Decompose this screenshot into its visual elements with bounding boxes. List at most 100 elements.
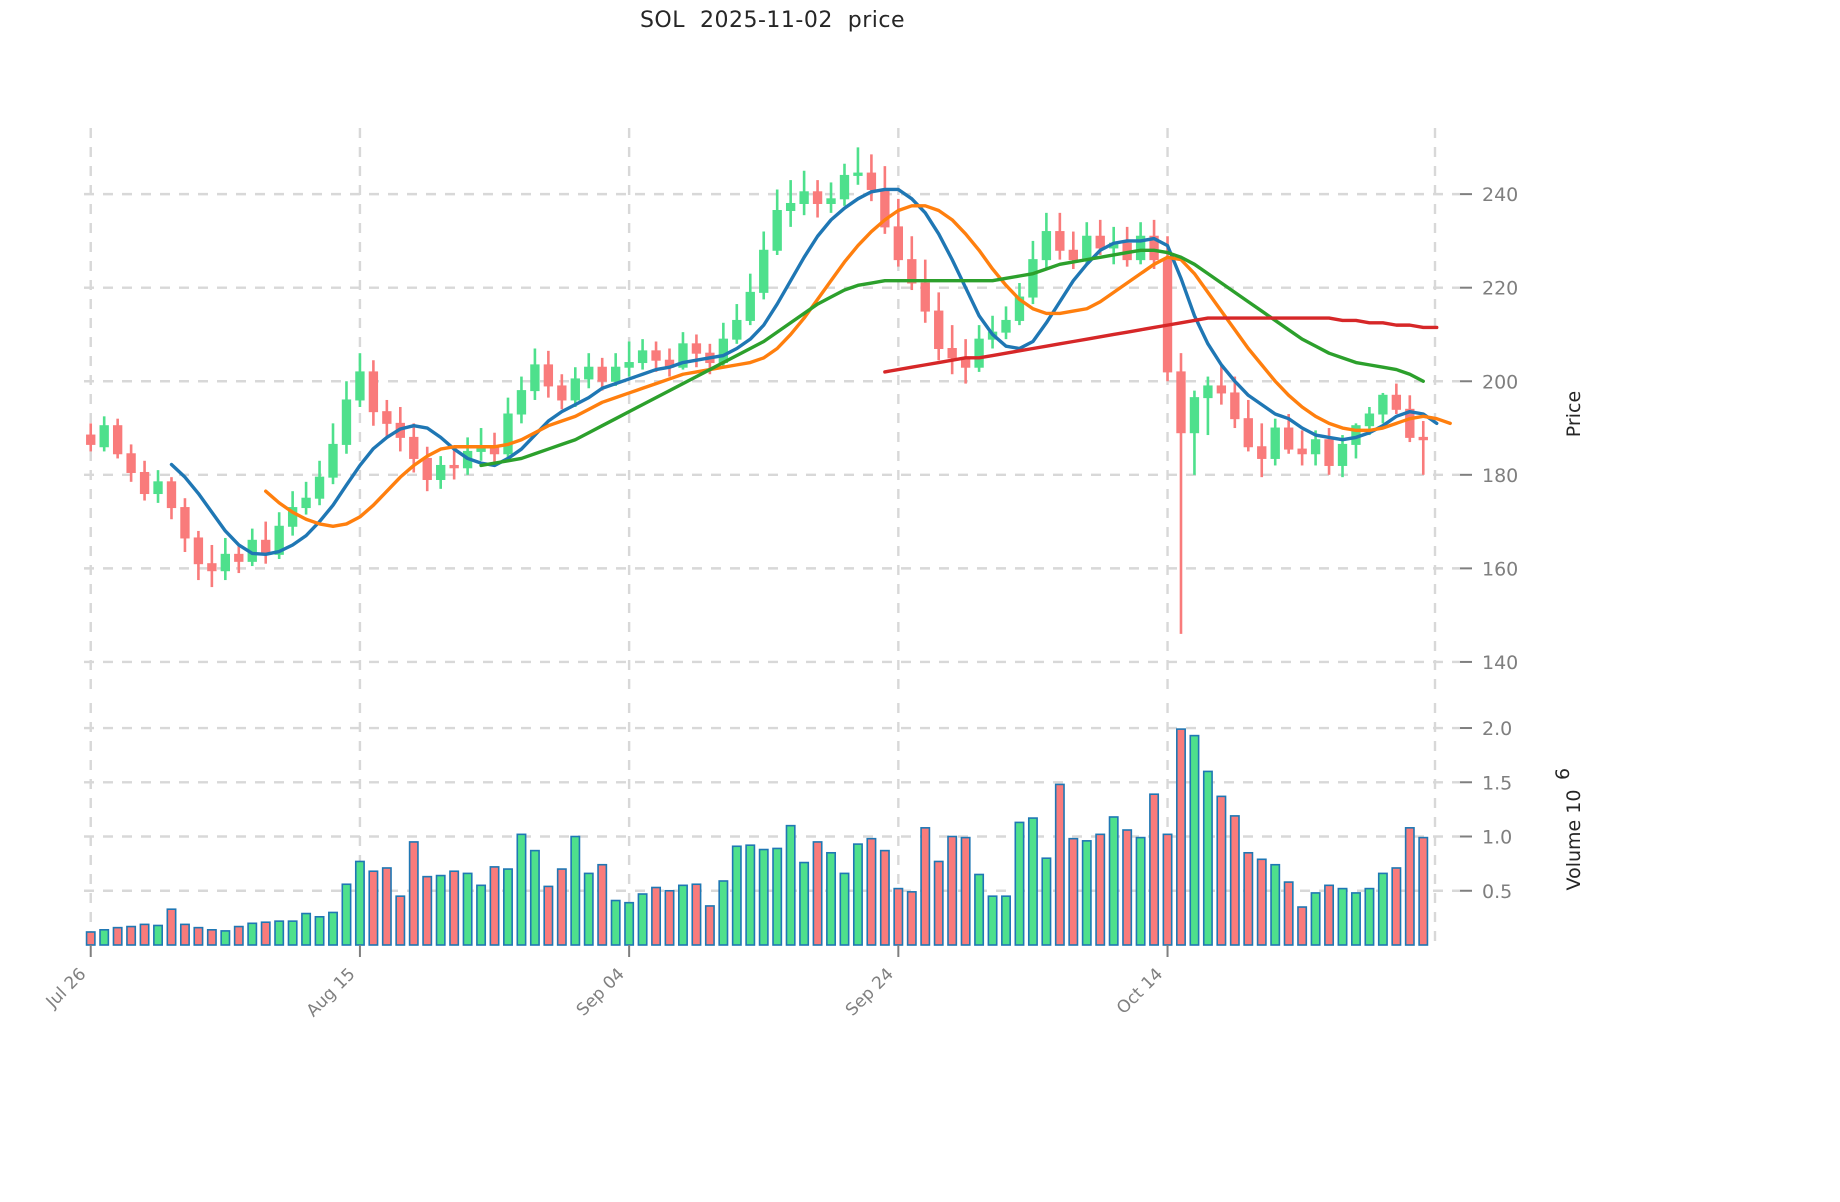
candle-body: [1176, 371, 1186, 434]
ma-line-1: [264, 204, 1452, 528]
candle-body: [785, 202, 796, 212]
volume-bar: [1324, 884, 1335, 946]
candle-body: [570, 378, 580, 401]
volume-bar: [1027, 817, 1038, 946]
volume-bar: [422, 875, 433, 946]
price-tick-label: 140: [1482, 652, 1518, 674]
volume-bar: [193, 926, 204, 946]
volume-bar: [1216, 795, 1227, 946]
candle-body: [974, 338, 984, 368]
volume-bar: [1149, 793, 1160, 946]
candle-body: [1405, 408, 1415, 438]
candle-body: [543, 364, 554, 387]
volume-bar: [166, 908, 177, 946]
candle-body: [1391, 394, 1402, 410]
volume-bar: [947, 835, 958, 946]
candle-body: [409, 436, 419, 459]
volume-bar: [704, 905, 715, 946]
candle-body: [1068, 249, 1078, 261]
price-tick-label: 220: [1482, 278, 1518, 300]
svg-text:6: 6: [1552, 768, 1574, 780]
volume-bar: [516, 833, 527, 946]
volume-bar: [1256, 858, 1267, 946]
volume-bar: [852, 843, 863, 946]
volume-tick-label: 1.0: [1482, 827, 1512, 849]
volume-tick-label: 1.5: [1482, 772, 1512, 794]
candle-body: [516, 390, 527, 415]
volume-bar: [1122, 829, 1133, 946]
volume-bar: [1189, 734, 1200, 946]
volume-bar: [1014, 821, 1025, 946]
candle-body: [597, 366, 607, 382]
candle-body: [355, 371, 365, 401]
svg-text:Volume 10: Volume 10: [1563, 790, 1585, 891]
volume-panel: [85, 728, 1429, 946]
volume-bar: [85, 931, 96, 946]
candle-body: [126, 453, 136, 473]
candle-body: [691, 343, 702, 354]
volume-bar: [1377, 872, 1388, 946]
volume-bar: [1108, 816, 1119, 946]
candle-body: [947, 348, 957, 359]
volume-bar: [1297, 906, 1308, 946]
volume-bar: [1202, 770, 1213, 946]
volume-bar: [247, 922, 258, 946]
volume-bar: [449, 870, 460, 946]
candle-body: [1001, 319, 1011, 333]
volume-bar: [1364, 887, 1375, 946]
candle-body: [1216, 385, 1227, 394]
candle-body: [328, 443, 338, 478]
candle-body: [853, 172, 863, 176]
candle-body: [1257, 446, 1267, 459]
volume-bar: [960, 836, 971, 946]
volume-bar: [1337, 887, 1348, 946]
price-tick-label: 240: [1482, 184, 1518, 206]
candle-body: [651, 350, 661, 361]
candle-body: [1324, 439, 1334, 466]
volume-bar: [1041, 857, 1052, 946]
candle-body: [584, 366, 594, 380]
candle-body: [139, 471, 150, 495]
volume-bar: [597, 863, 608, 946]
volume-bar: [112, 926, 123, 946]
candle-body: [436, 464, 446, 480]
candle-body: [1055, 231, 1065, 251]
volume-bar: [799, 861, 810, 946]
chart-title: SOL 2025-11-02 price: [639, 8, 906, 33]
volume-bar: [1162, 833, 1173, 946]
candle-body: [1028, 259, 1038, 298]
price-tick-label: 180: [1482, 465, 1518, 487]
volume-bar: [314, 915, 325, 946]
candle-body: [1189, 397, 1200, 434]
volume-bar: [529, 849, 540, 946]
candle-body: [99, 425, 109, 448]
candle-body: [287, 507, 298, 527]
volume-bar: [610, 899, 621, 946]
volume-bar: [1310, 892, 1321, 946]
price-tick-label: 200: [1482, 371, 1518, 393]
volume-bar: [785, 824, 796, 946]
volume-bar: [745, 844, 756, 946]
candle-body: [1337, 443, 1348, 466]
volume-bar: [624, 901, 635, 946]
candle-body: [301, 497, 311, 509]
x-tick-label: Sep 04: [573, 964, 629, 1020]
volume-bar: [731, 845, 742, 946]
candle-body: [799, 191, 809, 204]
volume-bar: [1283, 881, 1294, 946]
volume-bar: [987, 895, 998, 946]
candle-body: [1270, 427, 1280, 459]
volume-bar: [381, 867, 392, 946]
candle-body: [234, 553, 244, 562]
volume-bar: [408, 841, 419, 946]
volume-tick-label: 2.0: [1482, 718, 1512, 740]
volume-bar: [974, 873, 985, 946]
candle-body: [220, 553, 231, 572]
volume-bar: [233, 925, 244, 946]
volume-bar: [543, 885, 554, 946]
volume-bar: [287, 920, 298, 946]
candle-body: [839, 174, 850, 200]
candle-body: [1149, 235, 1159, 261]
